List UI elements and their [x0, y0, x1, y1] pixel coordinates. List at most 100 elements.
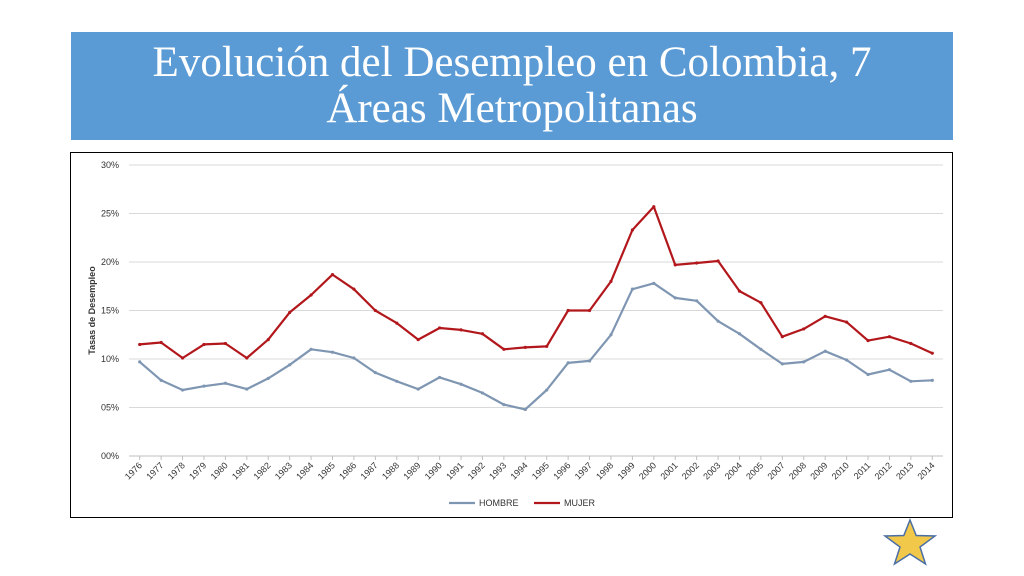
data-point-hombre	[545, 388, 549, 392]
data-point-mujer	[159, 340, 163, 345]
x-tick-label: 1991	[444, 460, 465, 481]
data-point-mujer	[609, 279, 613, 283]
x-tick-label: 1977	[144, 460, 165, 481]
x-tick-label: 2001	[658, 460, 679, 481]
x-tick-label: 1993	[487, 460, 508, 481]
data-point-hombre	[887, 368, 892, 372]
data-point-hombre	[866, 372, 870, 377]
data-point-hombre	[352, 356, 356, 360]
data-point-hombre	[823, 349, 827, 353]
data-point-mujer	[395, 321, 399, 325]
data-point-hombre	[502, 402, 506, 407]
data-point-hombre	[416, 387, 420, 391]
data-point-hombre	[652, 281, 656, 285]
data-point-hombre	[138, 360, 142, 364]
x-tick-label: 1989	[401, 460, 422, 481]
x-tick-label: 1976	[123, 460, 144, 481]
x-tick-label: 1994	[508, 460, 529, 481]
data-point-mujer	[652, 205, 656, 209]
data-point-mujer	[202, 342, 206, 347]
data-point-mujer	[630, 228, 634, 232]
data-point-mujer	[759, 301, 763, 305]
x-tick-label: 1987	[359, 460, 380, 481]
series-line-mujer	[139, 205, 933, 360]
data-point-mujer	[887, 335, 892, 339]
x-tick-label: 2014	[915, 460, 936, 481]
data-point-hombre	[566, 361, 570, 365]
x-tick-label: 1978	[166, 460, 187, 481]
star-shape	[882, 518, 938, 566]
x-tick-label: 1979	[187, 460, 208, 481]
x-tick-label: 2002	[680, 460, 701, 481]
data-point-hombre	[802, 360, 806, 364]
data-point-mujer	[523, 345, 527, 349]
data-point-hombre	[587, 359, 592, 363]
x-tick-label: 1986	[337, 460, 358, 481]
data-point-hombre	[630, 287, 634, 291]
x-tick-label: 1992	[466, 460, 487, 481]
data-point-hombre	[523, 407, 527, 412]
data-point-mujer	[416, 338, 420, 342]
data-point-mujer	[480, 332, 485, 336]
x-tick-label: 2011	[852, 460, 873, 481]
data-point-mujer	[695, 261, 699, 265]
data-point-mujer	[373, 308, 377, 313]
data-point-mujer	[352, 287, 356, 291]
x-tick-label: 1985	[316, 460, 337, 481]
data-point-mujer	[309, 293, 313, 297]
x-tick-label: 1984	[294, 460, 315, 481]
data-point-mujer	[802, 327, 806, 331]
x-tick-label: 2003	[701, 460, 722, 481]
y-tick-label: 15%	[101, 306, 119, 316]
data-point-mujer	[737, 289, 742, 293]
data-point-mujer	[673, 263, 677, 267]
x-tick-label: 1996	[551, 460, 572, 481]
data-point-mujer	[909, 341, 913, 346]
data-point-mujer	[823, 314, 827, 318]
data-point-mujer	[930, 351, 934, 355]
data-point-mujer	[438, 326, 442, 330]
data-point-hombre	[759, 347, 763, 351]
series-line-hombre	[138, 282, 933, 411]
data-point-mujer	[587, 308, 592, 313]
x-tick-label: 2000	[637, 460, 658, 481]
data-point-hombre	[266, 376, 270, 380]
data-point-hombre	[480, 391, 485, 395]
data-point-mujer	[138, 342, 142, 347]
data-point-hombre	[202, 384, 206, 388]
page-title-line-1: Evolución del Desempleo en Colombia, 7	[152, 39, 872, 86]
data-point-mujer	[866, 338, 870, 343]
data-point-mujer	[502, 347, 506, 351]
x-tick-label: 1983	[273, 460, 294, 481]
data-point-hombre	[373, 370, 377, 375]
legend-label: HOMBRE	[479, 498, 519, 508]
x-tick-label: 2013	[894, 460, 915, 481]
data-point-hombre	[716, 319, 720, 323]
y-tick-label: 00%	[101, 451, 119, 461]
page-title-line-2: Áreas Metropolitanas	[326, 85, 698, 132]
x-tick-label: 2010	[830, 460, 851, 481]
data-point-hombre	[909, 379, 913, 383]
data-point-hombre	[288, 363, 292, 367]
y-tick-label: 05%	[101, 403, 119, 413]
data-point-hombre	[309, 347, 313, 351]
data-point-hombre	[159, 378, 163, 382]
title-banner: Evolución del Desempleo en Colombia, 7 Á…	[71, 32, 953, 140]
data-point-mujer	[566, 308, 570, 313]
x-tick-label: 2012	[873, 460, 894, 481]
chart-frame: 00% 05% 10% 15% 20% 25% 30% 1976 1977 1978 1979 198…	[70, 152, 953, 518]
star-icon[interactable]	[882, 518, 938, 566]
data-point-mujer	[266, 338, 270, 342]
data-point-mujer	[180, 356, 185, 360]
x-tick-label: 1997	[573, 460, 594, 481]
data-point-hombre	[223, 381, 227, 385]
data-point-hombre	[180, 388, 185, 392]
data-point-mujer	[716, 259, 720, 263]
data-point-hombre	[673, 296, 677, 300]
data-point-hombre	[609, 333, 613, 337]
data-point-hombre	[737, 332, 742, 336]
x-tick-label: 2008	[787, 460, 808, 481]
x-tick-label: 2005	[744, 460, 765, 481]
x-tick-label: 1995	[530, 460, 551, 481]
data-point-hombre	[395, 379, 399, 383]
